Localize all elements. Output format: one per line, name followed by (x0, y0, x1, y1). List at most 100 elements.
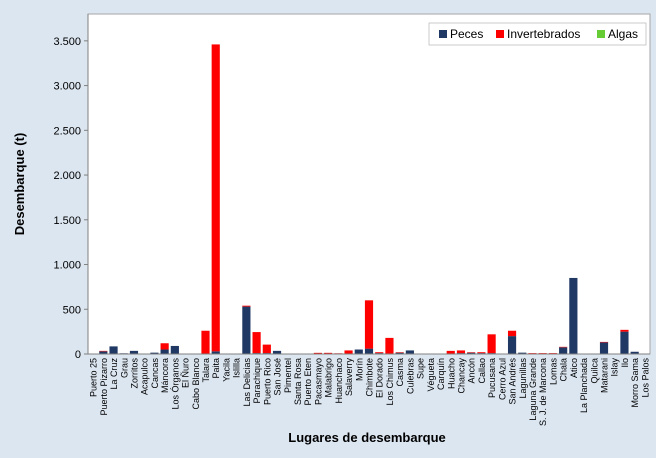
bar-peces (129, 350, 139, 354)
bar-peces (569, 277, 578, 354)
x-tick-label: Culebras (405, 358, 415, 395)
bar-peces (170, 345, 179, 354)
x-tick-label: Zorritos (129, 358, 139, 389)
x-axis-title: Lugares de desembarque (288, 430, 446, 445)
x-tick-label: Los Chimus (385, 358, 395, 406)
bar-peces (467, 352, 476, 354)
legend: Peces Invertebrados Algas (428, 22, 647, 46)
bar-peces (559, 347, 568, 354)
y-axis: 0 500 1.000 1.500 2.000 2.500 3.000 3.500 (53, 14, 89, 361)
bar-peces (150, 352, 159, 354)
bar-invertebrados (364, 300, 374, 349)
x-axis: Puerto 25 Puerto Pizarro La Cruz Grau Zorrit… (88, 353, 650, 426)
x-tick-label: Morín (354, 358, 364, 381)
y-tick-label: 3.500 (53, 36, 81, 48)
bar-invertebrados (456, 350, 466, 354)
bar-peces (364, 348, 374, 354)
x-tick-label: Callao (477, 358, 487, 384)
bar-invertebrados (477, 352, 486, 354)
x-tick-label: Las Delicias (242, 358, 252, 407)
x-tick-label: Acapulco (140, 358, 150, 395)
y-tick-label: 3.000 (53, 81, 81, 93)
x-tick-label: San Andrés (508, 358, 518, 405)
x-tick-label: Atico (569, 358, 579, 378)
x-tick-label: Chimbote (365, 358, 375, 397)
bar-peces (620, 331, 629, 354)
x-tick-label: Cerro Azul (497, 358, 507, 400)
x-tick-label: Casma (395, 358, 405, 387)
bar-peces (507, 336, 517, 354)
x-tick-label: Los Órganos (170, 358, 180, 410)
x-tick-label: Paita (211, 358, 221, 379)
x-tick-label: El Dorado (375, 358, 385, 398)
x-tick-label: Puerto Rico (262, 358, 272, 405)
bar-invertebrados (375, 352, 384, 354)
bar-peces (272, 350, 282, 354)
bar-invertebrados (201, 330, 210, 354)
bar-invertebrados (99, 350, 108, 352)
bar-peces (211, 351, 220, 354)
x-tick-label: Morro Sama (630, 358, 640, 408)
x-tick-label: Santa Rosa (293, 358, 303, 405)
x-tick-label: Matarani (600, 358, 610, 393)
bar-invertebrados (252, 332, 261, 354)
bar-invertebrados (395, 352, 404, 353)
x-tick-label: Pacasmayo (313, 358, 323, 405)
bar-peces (109, 346, 118, 354)
legend-label-algas: Algas (608, 27, 638, 41)
legend-swatch-invertebrados (496, 30, 504, 38)
bar-invertebrados (487, 334, 496, 354)
x-tick-label: Laguna Grande (528, 358, 538, 421)
bar-invertebrados (620, 329, 629, 332)
y-tick-label: 2.000 (53, 170, 81, 182)
bar-invertebrados (385, 337, 394, 354)
x-tick-label: Salaverry (344, 358, 354, 397)
bar-peces (99, 351, 108, 354)
x-tick-label: Huanchaco (334, 358, 344, 404)
legend-swatch-peces (439, 30, 447, 38)
x-tick-label: S. J. de Marcona (538, 358, 548, 426)
x-tick-label: Los Palos (640, 358, 650, 398)
bar-peces (242, 306, 251, 354)
x-tick-label: Végueta (426, 358, 436, 392)
bar-invertebrados (599, 341, 609, 343)
x-tick-label: El Ñuro (181, 358, 191, 388)
x-tick-label: Ilo (620, 358, 630, 368)
bar-peces (518, 352, 527, 354)
x-tick-label: Puerto 25 (89, 358, 99, 397)
x-tick-label: La Planchada (579, 358, 589, 413)
x-tick-label: Talara (201, 358, 211, 383)
x-tick-label: San José (273, 358, 283, 396)
x-tick-label: Cancas (150, 358, 160, 389)
x-tick-label: Pimentel (283, 358, 293, 393)
y-tick-label: 2.500 (53, 125, 81, 137)
bar-invertebrados (242, 305, 251, 307)
x-tick-label: Chancay (456, 358, 466, 394)
y-tick-label: 500 (63, 304, 81, 316)
x-tick-label: Yacila (221, 358, 231, 382)
bar-peces (160, 349, 169, 354)
bar-peces (599, 342, 609, 354)
x-tick-label: Puerto Pizarro (99, 358, 109, 416)
bar-peces (354, 349, 363, 354)
x-tick-label: Puerto Eten (303, 358, 313, 406)
bar-invertebrados (467, 352, 476, 353)
x-tick-label: Malabrigo (324, 358, 334, 398)
x-tick-label: Lagunillas (518, 358, 528, 399)
x-tick-label: Cabo Blanco (191, 358, 201, 410)
x-tick-label: Islilla (232, 358, 242, 378)
y-tick-label: 1.000 (53, 260, 81, 272)
bar-peces (630, 351, 639, 354)
x-tick-label: Quilca (589, 358, 599, 384)
bar-invertebrados (313, 352, 322, 354)
bar-invertebrados (528, 353, 537, 354)
legend-label-invertebrados: Invertebrados (507, 27, 580, 41)
x-tick-label: Grau (119, 358, 129, 378)
legend-box (428, 22, 647, 46)
bar-invertebrados (211, 44, 220, 352)
y-tick-label: 1.500 (53, 215, 81, 227)
x-tick-label: Chala (559, 358, 569, 382)
x-tick-label: Supe (416, 358, 426, 379)
